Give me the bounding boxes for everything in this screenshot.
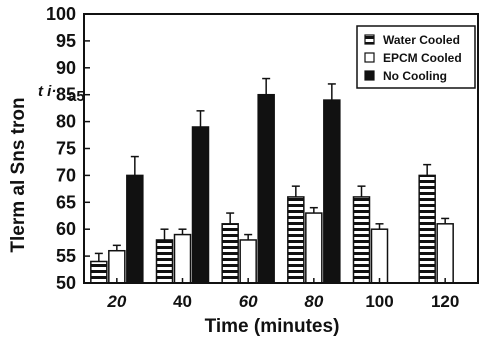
y-axis-title: Tlerm al Sns tron [8, 97, 29, 252]
y-tick-label: 65 [56, 192, 76, 212]
y-tick-label: 70 [56, 165, 76, 185]
legend-swatch [364, 70, 375, 81]
bar-epcm-cooled [436, 223, 454, 284]
bar-water-cooled [155, 239, 174, 284]
bar-water-cooled [221, 223, 239, 284]
x-tick-label: 100 [365, 292, 393, 311]
y-tick-label: 90 [56, 58, 76, 78]
y-tick-label: 75 [56, 139, 76, 159]
y-tick-label: 50 [56, 273, 76, 293]
legend-label: Water Cooled [383, 33, 460, 47]
legend-label: EPCM Cooled [383, 51, 462, 65]
x-axis-title: Time (minutes) [205, 316, 340, 337]
legend-label: No Cooling [383, 69, 447, 83]
bar-no-cooling [257, 93, 275, 284]
bar-water-cooled [418, 174, 436, 284]
bar-no-cooling [126, 174, 144, 284]
plot-area [90, 77, 454, 284]
y-tick-label: 80 [56, 112, 76, 132]
y-axis-title-fragment: t i· [38, 83, 56, 100]
y-tick-label: 85 [56, 85, 76, 105]
legend-swatch [364, 52, 375, 63]
x-tick-label: 120 [431, 292, 459, 311]
bar-no-cooling [323, 99, 341, 284]
bar-epcm-cooled [305, 212, 323, 284]
y-tick-label: 60 [56, 219, 76, 239]
x-tick-label: 40 [173, 292, 192, 311]
bar-water-cooled [352, 196, 371, 284]
y-axis-title-fragment-2: a5 [68, 88, 85, 105]
bar-epcm-cooled [173, 233, 192, 284]
legend-swatch [364, 34, 375, 45]
y-tick-label: 55 [56, 246, 76, 266]
legend-box [356, 25, 476, 89]
x-tick-label: 60 [239, 292, 258, 311]
x-tick-label: 80 [304, 292, 323, 311]
axes: 50 55 60 65 70 75 80 85 90 95 100 20 40 60 80 100 120 [46, 4, 479, 311]
bar-epcm-cooled [370, 228, 389, 284]
bar-water-cooled [90, 260, 108, 284]
y-tick-label: 95 [56, 31, 76, 51]
bar-epcm-cooled [239, 239, 257, 284]
bar-water-cooled [287, 196, 305, 284]
y-tick-label: 100 [46, 4, 76, 24]
legend: Water Cooled EPCM Cooled No Cooling [356, 25, 476, 89]
bar-no-cooling [191, 126, 210, 284]
x-tick-label: 20 [106, 292, 126, 311]
